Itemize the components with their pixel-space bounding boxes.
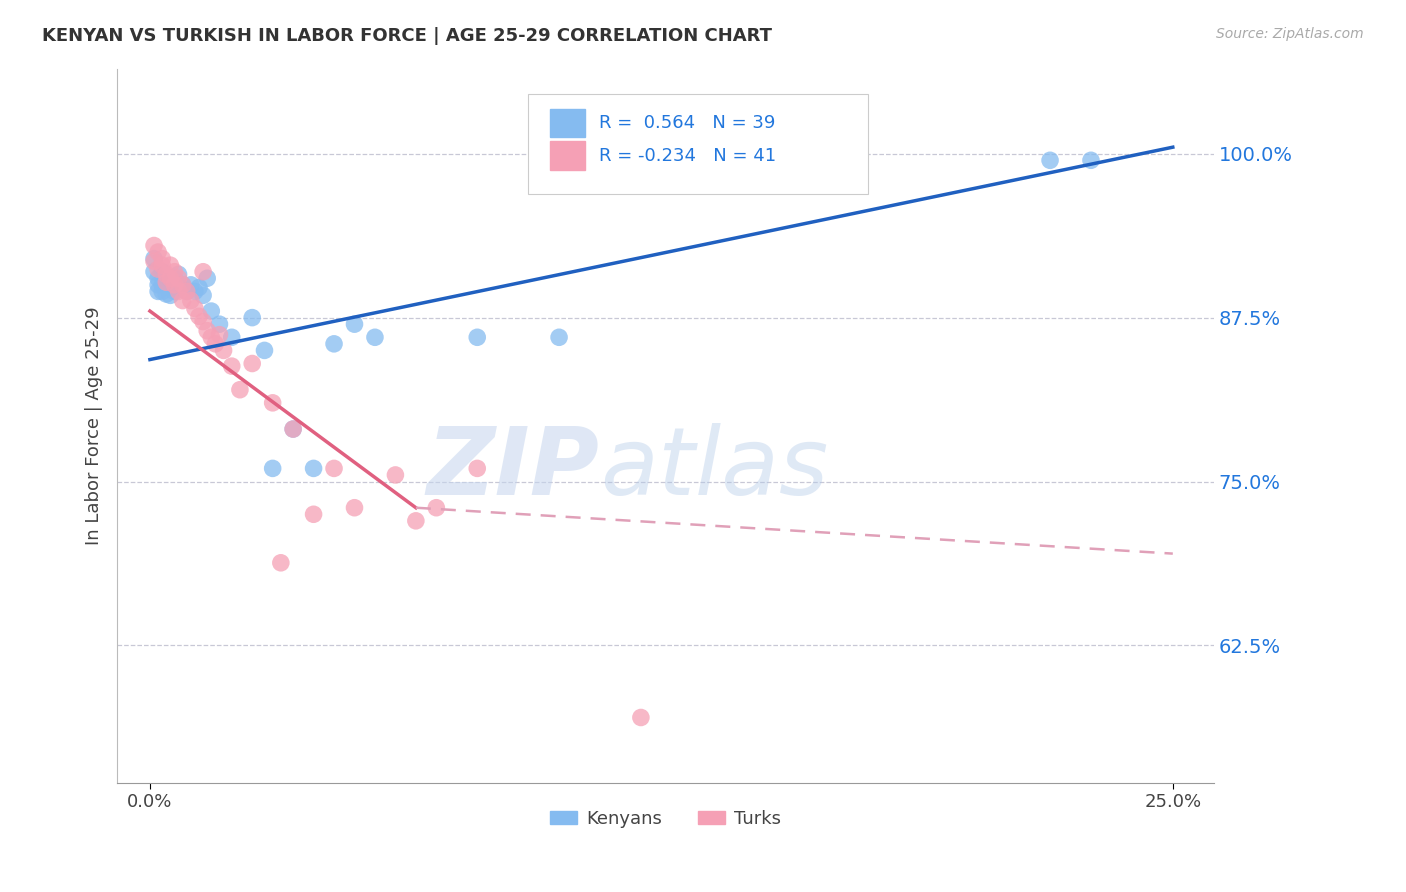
Point <box>343 317 366 331</box>
Point <box>184 285 207 299</box>
Point <box>1080 153 1102 168</box>
Point <box>150 277 173 292</box>
Point <box>208 327 231 342</box>
Point <box>200 304 222 318</box>
Point <box>180 293 202 308</box>
Point <box>163 271 186 285</box>
Point <box>364 330 387 344</box>
Text: Source: ZipAtlas.com: Source: ZipAtlas.com <box>1216 27 1364 41</box>
Point <box>150 265 173 279</box>
Point <box>163 265 186 279</box>
Point <box>146 277 169 292</box>
Point <box>343 500 366 515</box>
Point <box>281 422 304 436</box>
Point <box>143 252 166 266</box>
Point <box>229 383 252 397</box>
Point <box>167 268 190 282</box>
Point <box>150 285 173 299</box>
Text: ZIP: ZIP <box>427 423 600 515</box>
Point <box>176 285 198 299</box>
Point <box>204 336 226 351</box>
Point <box>195 271 218 285</box>
Point <box>176 285 198 299</box>
Point <box>212 343 235 358</box>
Point <box>465 461 488 475</box>
Point <box>155 287 177 301</box>
Point <box>208 317 231 331</box>
Bar <box>550 109 585 137</box>
Point <box>270 556 292 570</box>
Point <box>180 277 202 292</box>
Point <box>191 265 214 279</box>
Point <box>221 359 243 373</box>
Point <box>302 508 325 522</box>
Point <box>146 271 169 285</box>
FancyBboxPatch shape <box>529 94 869 194</box>
Point <box>155 271 177 285</box>
Point <box>163 285 186 299</box>
Point <box>159 271 181 285</box>
Point <box>167 285 190 299</box>
Point <box>150 252 173 266</box>
Point <box>405 514 427 528</box>
Y-axis label: In Labor Force | Age 25-29: In Labor Force | Age 25-29 <box>86 307 103 545</box>
Point <box>143 254 166 268</box>
Point <box>200 330 222 344</box>
Point <box>188 280 211 294</box>
Point <box>167 277 190 292</box>
Point <box>262 396 284 410</box>
Point <box>384 467 406 482</box>
Text: atlas: atlas <box>600 423 828 514</box>
Point <box>425 500 447 515</box>
Point <box>262 461 284 475</box>
Point <box>172 277 194 292</box>
Point <box>221 330 243 344</box>
Point <box>548 330 571 344</box>
Point <box>150 258 173 272</box>
Point <box>630 710 652 724</box>
Point <box>143 238 166 252</box>
Point <box>191 288 214 302</box>
Point <box>159 280 181 294</box>
Point <box>146 285 169 299</box>
Point <box>1039 153 1062 168</box>
Point <box>159 288 181 302</box>
Text: R = -0.234   N = 41: R = -0.234 N = 41 <box>599 146 776 165</box>
Point <box>253 343 276 358</box>
Point <box>302 461 325 475</box>
Bar <box>550 142 585 170</box>
Legend: Kenyans, Turks: Kenyans, Turks <box>543 802 789 835</box>
Point <box>281 422 304 436</box>
Point <box>465 330 488 344</box>
Point <box>323 461 346 475</box>
Point <box>163 277 186 292</box>
Point <box>146 262 169 277</box>
Point <box>184 301 207 316</box>
Text: KENYAN VS TURKISH IN LABOR FORCE | AGE 25-29 CORRELATION CHART: KENYAN VS TURKISH IN LABOR FORCE | AGE 2… <box>42 27 772 45</box>
Point <box>146 245 169 260</box>
Point <box>155 275 177 289</box>
Point <box>240 310 263 325</box>
Text: R =  0.564   N = 39: R = 0.564 N = 39 <box>599 114 775 132</box>
Point <box>155 277 177 292</box>
Point <box>191 314 214 328</box>
Point <box>172 293 194 308</box>
Point <box>195 324 218 338</box>
Point <box>167 271 190 285</box>
Point <box>159 258 181 272</box>
Point <box>240 357 263 371</box>
Point <box>323 336 346 351</box>
Point <box>143 265 166 279</box>
Point <box>188 310 211 324</box>
Point <box>172 277 194 292</box>
Point <box>155 268 177 282</box>
